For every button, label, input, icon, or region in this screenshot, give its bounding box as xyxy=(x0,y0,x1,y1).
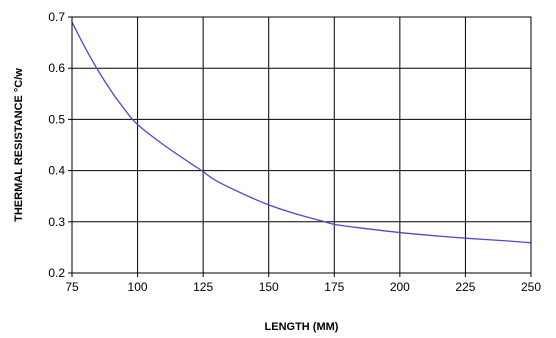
y-tick-label: 0.5 xyxy=(48,112,65,126)
x-tick-label: 75 xyxy=(65,280,79,294)
x-axis-ticks: 75 100 125 150 175 200 225 250 xyxy=(65,280,541,294)
x-tick-label: 175 xyxy=(324,280,344,294)
x-tick-label: 225 xyxy=(455,280,475,294)
x-tick-label: 250 xyxy=(521,280,541,294)
y-axis-title: THERMAL RESISTANCE °C/w xyxy=(13,68,25,222)
y-tick-label: 0.6 xyxy=(48,61,65,75)
y-tick-label: 0.3 xyxy=(48,215,65,229)
x-tick-label: 100 xyxy=(128,280,148,294)
x-tick-label: 150 xyxy=(259,280,279,294)
y-tick-label: 0.4 xyxy=(48,164,65,178)
y-tick-label: 0.7 xyxy=(48,10,65,24)
y-tick-label: 0.2 xyxy=(48,266,65,280)
plot-frame xyxy=(71,16,532,274)
thermal-resistance-line xyxy=(71,21,532,244)
series-layer xyxy=(71,21,532,244)
x-tick-label: 200 xyxy=(390,280,410,294)
x-tick-label: 125 xyxy=(193,280,213,294)
x-axis-title: LENGTH (MM) xyxy=(265,321,339,333)
y-axis-ticks: 0.2 0.3 0.4 0.5 0.6 0.7 xyxy=(48,10,65,280)
